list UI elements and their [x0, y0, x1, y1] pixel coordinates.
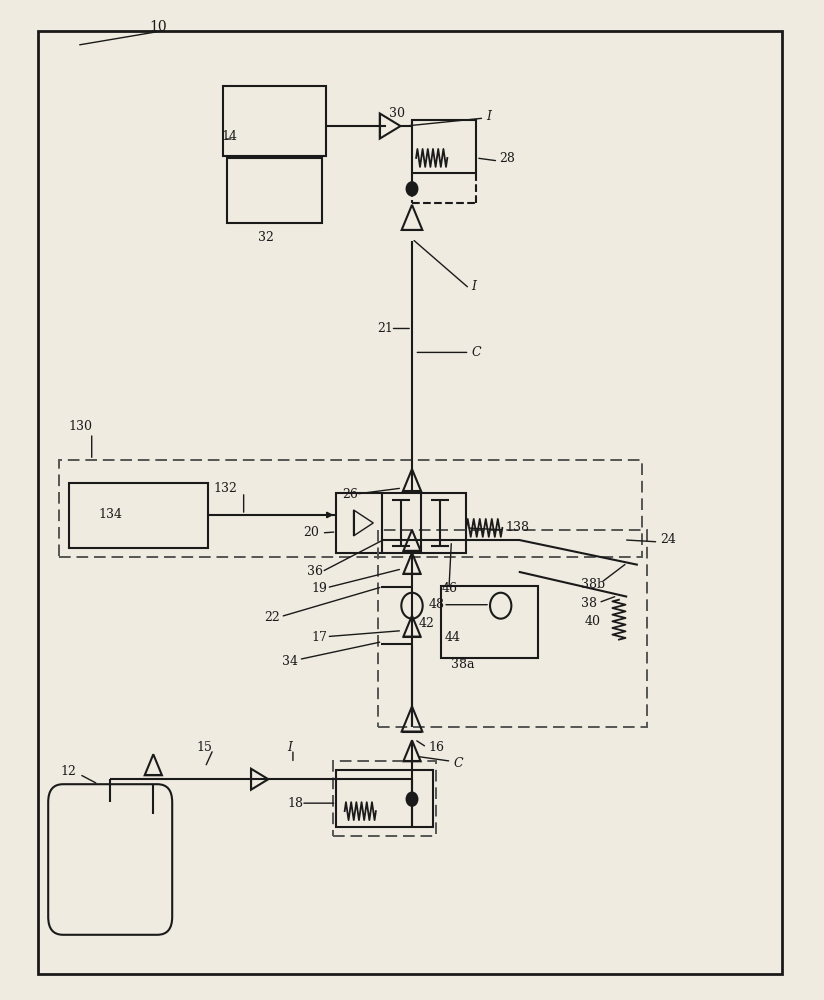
Text: C: C — [453, 757, 463, 770]
Text: 20: 20 — [303, 526, 320, 539]
Text: 134: 134 — [98, 508, 122, 521]
Bar — [336, 770, 433, 827]
Text: 32: 32 — [258, 231, 274, 244]
Bar — [377, 530, 647, 727]
Text: I: I — [471, 280, 476, 293]
Bar — [68, 483, 208, 548]
Text: 130: 130 — [68, 420, 93, 433]
Bar — [336, 493, 466, 553]
Text: 38a: 38a — [452, 658, 475, 671]
Bar — [441, 586, 537, 658]
Text: 42: 42 — [419, 617, 434, 630]
Text: 26: 26 — [342, 488, 358, 501]
Text: 132: 132 — [213, 482, 237, 495]
Bar — [227, 158, 321, 223]
Text: 44: 44 — [445, 631, 461, 644]
Text: 46: 46 — [442, 582, 457, 595]
Text: 18: 18 — [288, 797, 303, 810]
Text: I: I — [486, 110, 491, 123]
Text: 28: 28 — [499, 152, 515, 165]
Text: C: C — [471, 346, 480, 359]
Text: 34: 34 — [283, 655, 298, 668]
Text: 38b: 38b — [581, 578, 606, 591]
Text: 36: 36 — [307, 565, 323, 578]
Text: 38: 38 — [581, 597, 597, 610]
Bar — [412, 120, 476, 173]
Text: 21: 21 — [377, 322, 393, 335]
Bar — [59, 460, 642, 557]
Text: 40: 40 — [584, 615, 601, 628]
Text: 16: 16 — [428, 741, 444, 754]
Text: 17: 17 — [311, 631, 328, 644]
Text: 138: 138 — [506, 521, 530, 534]
Text: 14: 14 — [222, 130, 237, 143]
Text: 19: 19 — [311, 582, 328, 595]
Text: 15: 15 — [197, 741, 213, 754]
Text: 30: 30 — [389, 107, 405, 120]
Text: 12: 12 — [60, 765, 77, 778]
Bar — [223, 86, 325, 156]
Text: 10: 10 — [149, 20, 166, 34]
Bar — [333, 761, 436, 836]
Text: 22: 22 — [265, 611, 280, 624]
Circle shape — [406, 792, 418, 806]
Text: 24: 24 — [660, 533, 676, 546]
Text: 48: 48 — [428, 598, 444, 611]
Text: I: I — [288, 741, 293, 754]
Circle shape — [406, 182, 418, 196]
